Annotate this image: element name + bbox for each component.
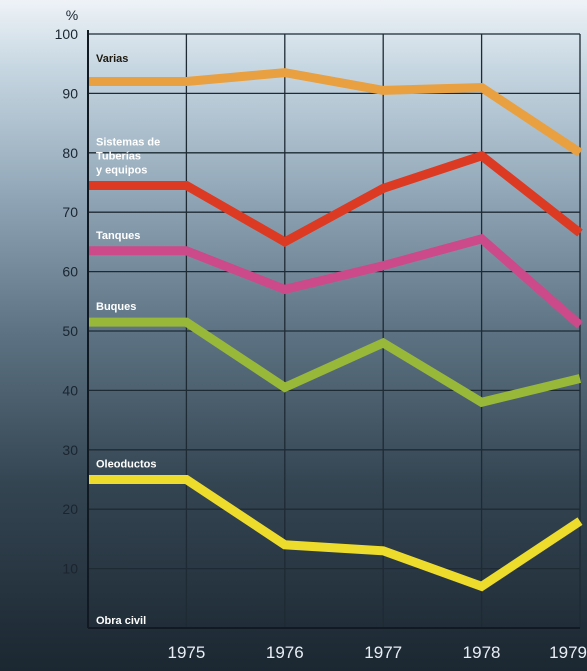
y-tick-label: 10	[62, 561, 78, 577]
x-tick-label: 1979	[549, 643, 587, 662]
y-tick-label: 70	[62, 204, 78, 220]
series-label: Buques	[96, 301, 136, 313]
series-label: Varias	[96, 53, 128, 65]
y-tick-label: 60	[62, 264, 78, 280]
x-tick-label: 1976	[266, 643, 304, 662]
series-line	[88, 150, 583, 248]
y-tick-label: 80	[62, 145, 78, 161]
series-label: Tanques	[96, 230, 140, 242]
y-tick-label: 100	[55, 26, 79, 42]
y-tick-label: 50	[62, 323, 78, 339]
series-line	[88, 317, 582, 408]
y-tick-label: 40	[62, 382, 78, 398]
y-tick-label: 30	[62, 442, 78, 458]
series-label: Obra civil	[96, 615, 146, 627]
series-label: Oleoductos	[96, 459, 157, 471]
x-tick-label: 1977	[364, 643, 402, 662]
series-label: Sistemas de Tuberías y equipos	[96, 136, 160, 176]
x-tick-label: 1975	[167, 643, 205, 662]
y-tick-label: 90	[62, 85, 78, 101]
y-axis-label: %	[66, 7, 78, 23]
series-line	[88, 68, 583, 157]
series-line	[88, 475, 583, 592]
x-tick-label: 1978	[463, 643, 501, 662]
series-line	[88, 233, 583, 329]
y-tick-label: 20	[62, 501, 78, 517]
